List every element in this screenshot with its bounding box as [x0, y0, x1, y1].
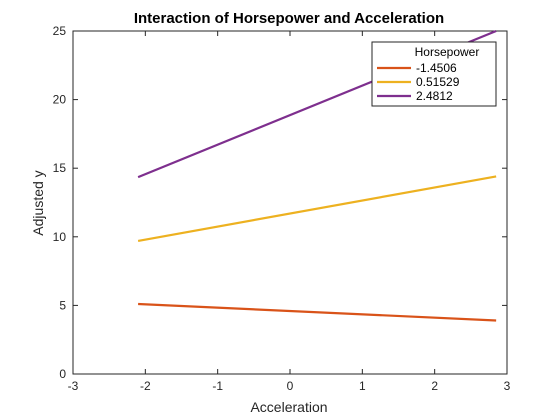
chart-title: Interaction of Horsepower and Accelerati… [134, 10, 444, 27]
legend-entry-label: -1.4506 [416, 61, 457, 75]
y-tick-label: 0 [59, 367, 66, 381]
y-tick-label: 10 [53, 230, 67, 244]
x-tick-label: 1 [359, 379, 366, 393]
y-tick-label: 5 [59, 298, 66, 312]
y-tick-label: 20 [53, 93, 67, 107]
x-tick-label: -3 [68, 379, 79, 393]
y-tick-label: 25 [53, 24, 67, 38]
series-line [137, 175, 497, 242]
x-tick-label: 2 [431, 379, 438, 393]
x-tick-label: -2 [140, 379, 151, 393]
x-tick-label: 3 [504, 379, 511, 393]
legend-title: Horsepower [415, 45, 480, 59]
series-line [138, 302, 497, 322]
x-tick-label: 0 [287, 379, 294, 393]
legend-entry-label: 0.51529 [416, 75, 460, 89]
legend-entry-label: 2.4812 [416, 89, 453, 103]
x-tick-label: -1 [212, 379, 223, 393]
y-axis-label: Adjusted y [30, 170, 46, 235]
y-tick-label: 15 [53, 161, 67, 175]
x-axis-label: Acceleration [250, 399, 327, 415]
